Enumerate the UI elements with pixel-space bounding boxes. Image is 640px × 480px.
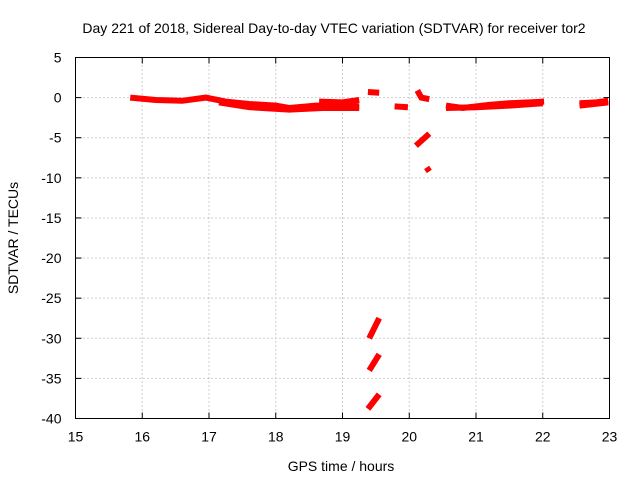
data-segment <box>366 352 382 372</box>
data-segment <box>365 392 382 411</box>
grid <box>75 57 610 419</box>
x-tick-label: 16 <box>134 429 150 445</box>
x-tick-label: 15 <box>68 429 84 445</box>
x-tick-label: 20 <box>401 429 417 445</box>
tick-labels: 15 16 17 18 19 20 21 22 23 5 0 -5 -10 -15 -20 -25 -30 -35… <box>41 50 617 445</box>
y-axis-label: SDTVAR / TECUs <box>5 182 21 294</box>
data-segment <box>413 131 432 148</box>
y-tick-label: -40 <box>41 411 61 427</box>
data-segment <box>367 89 380 96</box>
data-series <box>129 88 609 411</box>
data-segment <box>414 88 430 103</box>
y-tick-label: -25 <box>41 290 61 306</box>
x-tick-label: 18 <box>268 429 284 445</box>
data-segment <box>394 103 409 111</box>
x-tick-label: 17 <box>201 429 217 445</box>
y-tick-label: -15 <box>41 210 61 226</box>
y-tick-label: -5 <box>49 130 62 146</box>
x-tick-label: 23 <box>602 429 618 445</box>
y-tick-label: -20 <box>41 250 61 266</box>
y-tick-label: -35 <box>41 370 61 386</box>
y-tick-label: -10 <box>41 170 61 186</box>
data-segment <box>218 99 360 113</box>
y-tick-label: 0 <box>54 90 62 106</box>
data-segment <box>366 316 382 340</box>
data-segment <box>318 97 360 106</box>
y-tick-label: 5 <box>54 50 62 66</box>
data-segment <box>579 99 609 109</box>
x-tick-label: 22 <box>535 429 551 445</box>
x-tick-label: 21 <box>468 429 484 445</box>
x-axis-label: GPS time / hours <box>288 458 395 474</box>
y-tick-label: -30 <box>41 330 61 346</box>
axis-ticks <box>75 57 610 419</box>
data-segment <box>445 100 544 111</box>
x-tick-label: 19 <box>335 429 351 445</box>
chart-title: Day 221 of 2018, Sidereal Day-to-day VTE… <box>82 20 585 36</box>
data-segment <box>424 165 432 174</box>
